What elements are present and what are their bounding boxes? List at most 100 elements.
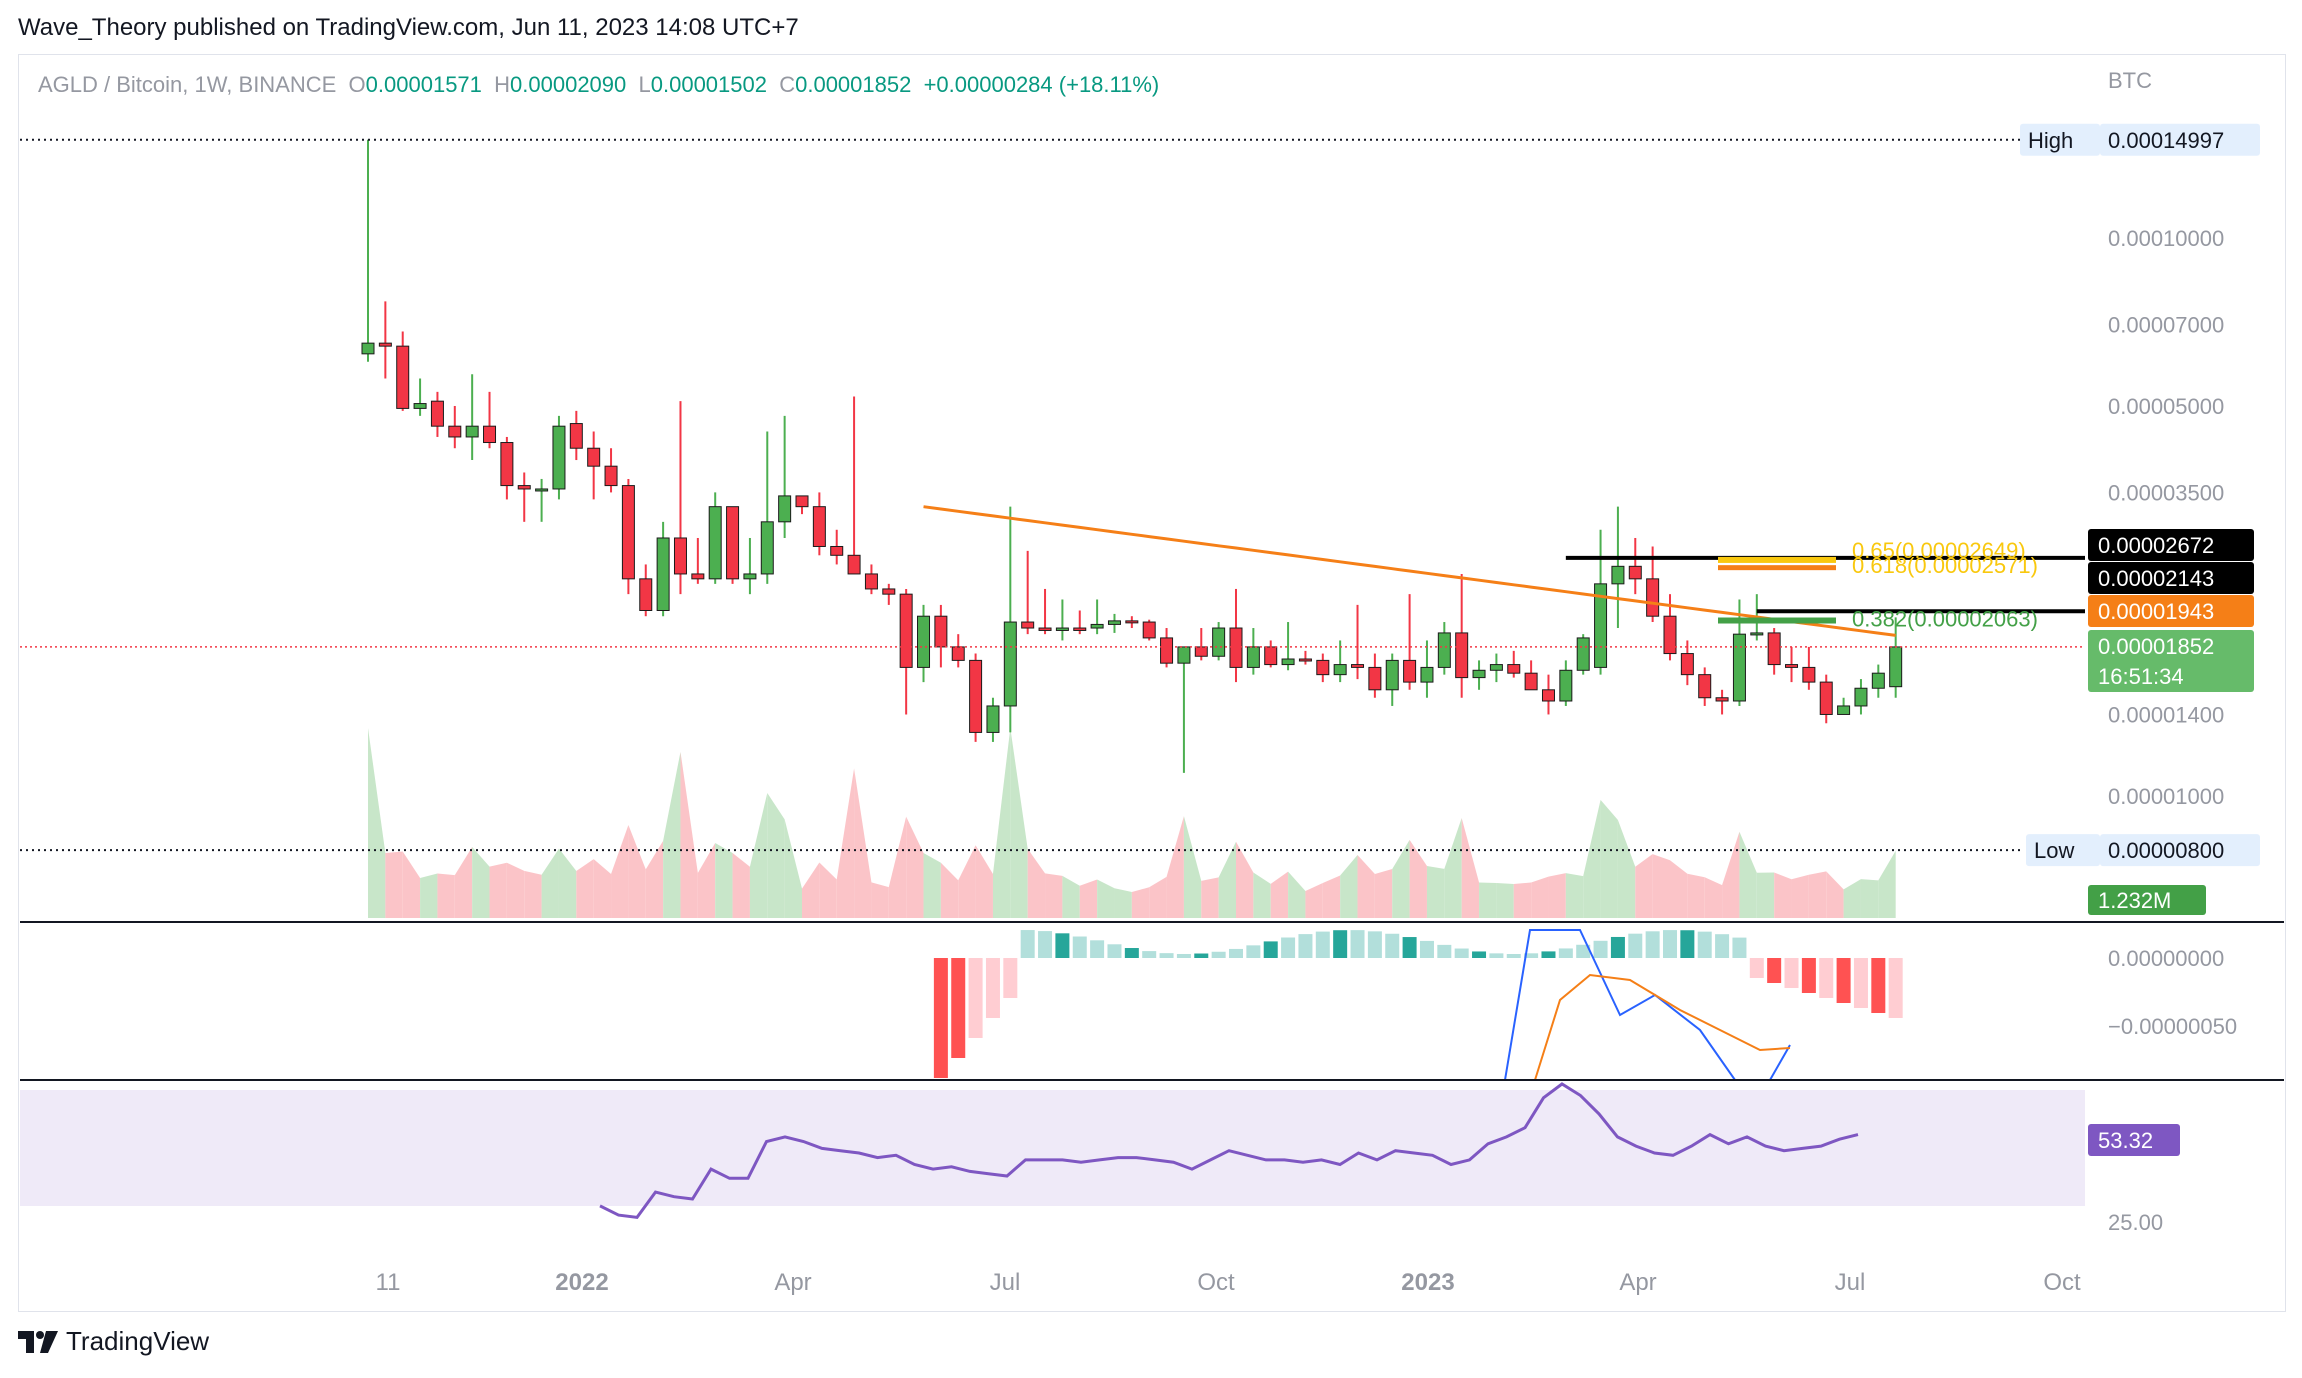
candle-body — [1455, 632, 1469, 679]
candle-body — [743, 573, 757, 580]
volume-area — [1513, 882, 1532, 918]
candle-body — [986, 705, 1000, 733]
candle-body — [726, 506, 740, 580]
footer-brand[interactable]: TradingView — [18, 1326, 209, 1357]
candle-body — [413, 403, 427, 409]
macd-bar — [1576, 944, 1591, 958]
macd-bar — [1663, 930, 1677, 958]
x-tick-label: Apr — [1619, 1269, 1656, 1296]
macd-bar — [1715, 934, 1730, 958]
volume-area — [1253, 872, 1271, 918]
candle-body — [1854, 687, 1868, 707]
macd-bar — [1142, 951, 1157, 958]
price-label: 0.00002672 — [2098, 533, 2214, 558]
volume-area — [888, 816, 907, 918]
macd-bar — [933, 958, 948, 1078]
volume-area — [940, 862, 959, 918]
macd-layer — [599, 929, 1903, 1219]
price-label-bg — [2088, 529, 2254, 561]
price-label-bg — [2088, 630, 2254, 692]
price-tick-label: 0.00005000 — [2108, 394, 2224, 419]
fib-label: 0.382(0.00002063) — [1852, 607, 2038, 632]
volume-area — [558, 848, 577, 918]
candle-body — [1316, 659, 1330, 676]
x-tick-label: Jul — [990, 1269, 1021, 1296]
candle-body — [639, 578, 653, 611]
volume-area — [836, 768, 855, 918]
candle-body — [1750, 632, 1764, 636]
volume-area — [645, 840, 664, 918]
low-tag-bg — [2026, 834, 2100, 867]
candle-body — [552, 425, 566, 490]
fib-382-zone — [1718, 617, 1836, 624]
volume-area — [1357, 855, 1375, 918]
volume-area — [697, 843, 716, 918]
macd-bar — [1124, 948, 1139, 958]
candle-body — [917, 615, 931, 668]
volume-area — [1062, 875, 1080, 918]
macd-bar — [1506, 953, 1521, 958]
candle-body — [934, 615, 948, 648]
symbol-name: AGLD / Bitcoin, 1W, BINANCE — [38, 72, 337, 97]
macd-bar — [1298, 934, 1313, 958]
macd-bar — [1680, 930, 1695, 958]
macd-bar — [1263, 941, 1278, 958]
volume-area — [1756, 872, 1775, 918]
volume-area — [975, 845, 993, 918]
candle-body — [1837, 705, 1851, 715]
candle-body — [1472, 669, 1486, 679]
publisher-header: Wave_Theory published on TradingView.com… — [18, 14, 799, 41]
fib-golden-zone-bottom — [1718, 565, 1836, 571]
signal-line — [1534, 973, 1791, 1081]
volume-area — [1860, 879, 1879, 918]
candle-body — [760, 521, 774, 575]
candles-layer — [361, 139, 1903, 773]
volume-label-bg — [2088, 885, 2206, 915]
macd-bar — [1194, 953, 1209, 958]
candle-body — [535, 488, 549, 492]
candle-body — [1003, 621, 1017, 707]
rsi-value: 53.32 — [2098, 1128, 2153, 1153]
volume-area — [1635, 854, 1653, 918]
volume-area — [732, 853, 750, 918]
volume-area — [1548, 873, 1566, 918]
candle-body — [1229, 627, 1243, 668]
volume-area — [385, 851, 403, 918]
x-tick-label: Jul — [1835, 1269, 1866, 1296]
volume-area — [1878, 850, 1896, 918]
high-label-ohlc: H — [494, 72, 511, 97]
candle-body — [1524, 672, 1538, 691]
volume-area — [1496, 883, 1514, 918]
candle-body — [1646, 578, 1660, 617]
candle-body — [1819, 681, 1833, 715]
candle-body — [1576, 637, 1590, 671]
price-tick-label: 0.00001400 — [2108, 702, 2224, 727]
macd-bar — [1472, 951, 1487, 958]
macd-bar — [1437, 944, 1452, 958]
candle-body — [1333, 664, 1347, 676]
candle-body — [1038, 627, 1052, 631]
candle-body — [569, 423, 583, 449]
candle-body — [1177, 646, 1191, 664]
macd-bar — [1801, 958, 1816, 993]
volume-area — [923, 853, 941, 918]
rsi-value-bg — [2088, 1124, 2180, 1156]
candle-body — [847, 554, 861, 575]
candle-body — [1732, 633, 1746, 702]
macd-bar — [1819, 958, 1834, 998]
currency-label: BTC — [2108, 68, 2152, 93]
macd-bar — [951, 958, 966, 1058]
macd-bar — [1767, 958, 1782, 983]
volume-area — [1722, 831, 1740, 918]
price-label: 0.00001852 — [2098, 634, 2214, 659]
volume-area — [1583, 799, 1601, 918]
macd-bar — [1315, 931, 1330, 958]
label-layer: 0.65(0.00002649)0.618(0.00002571) 0.382(0… — [1852, 123, 2260, 1156]
macd-bar — [1333, 930, 1348, 958]
volume-area — [1097, 879, 1115, 918]
macd-bar — [1055, 933, 1070, 958]
candle-body — [1142, 621, 1156, 639]
volume-area — [472, 847, 490, 918]
high-tag-bg — [2020, 123, 2100, 156]
